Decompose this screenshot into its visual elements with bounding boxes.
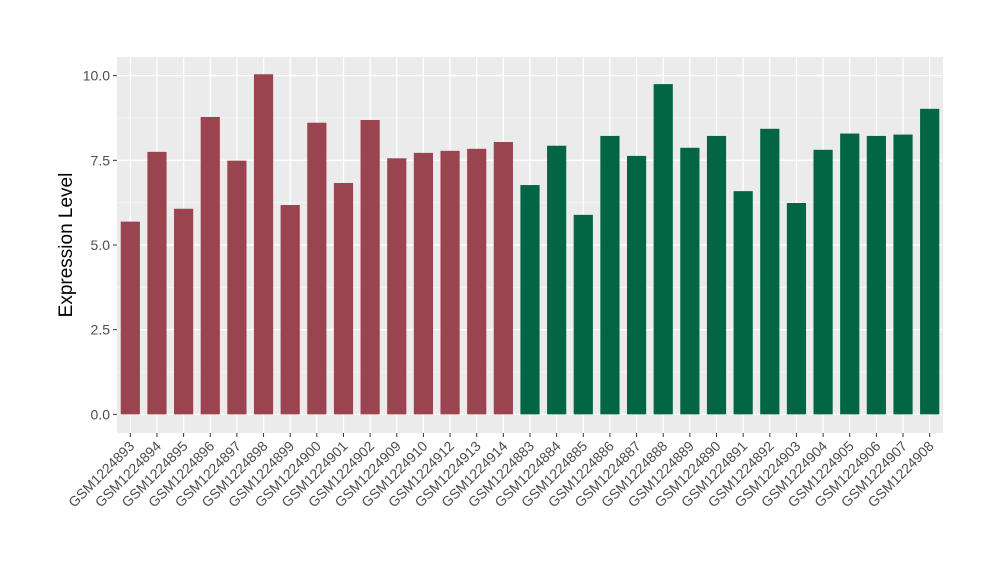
y-tick-label: 7.5 <box>91 152 111 168</box>
x-axis: GSM1224893GSM1224894GSM1224895GSM1224896… <box>65 433 937 510</box>
bar-GSM1224905 <box>840 133 860 415</box>
y-tick-label: 2.5 <box>91 322 111 338</box>
bar-GSM1224907 <box>893 134 913 415</box>
bar-GSM1224912 <box>440 150 460 415</box>
bar-GSM1224902 <box>360 120 380 415</box>
bar-GSM1224891 <box>733 191 753 415</box>
y-axis-label: Expression Level <box>56 173 77 318</box>
y-tick-label: 10.0 <box>83 68 110 84</box>
bar-GSM1224903 <box>786 202 807 415</box>
bars <box>120 74 940 415</box>
bar-GSM1224901 <box>333 183 354 415</box>
bar-GSM1224898 <box>253 74 274 415</box>
bar-GSM1224893 <box>120 221 140 415</box>
bar-GSM1224904 <box>813 149 833 415</box>
bar-GSM1224909 <box>387 158 407 415</box>
bar-GSM1224900 <box>307 122 327 415</box>
bar-GSM1224914 <box>493 142 513 415</box>
y-axis: 0.0 2.5 5.0 7.5 10.0 <box>83 68 117 422</box>
y-tick-label: 5.0 <box>91 237 111 253</box>
bar-GSM1224888 <box>653 84 673 415</box>
bar-GSM1224913 <box>467 148 487 415</box>
bar-GSM1224889 <box>680 147 700 415</box>
bar-GSM1224892 <box>760 128 780 415</box>
bar-GSM1224890 <box>706 135 727 415</box>
bar-GSM1224906 <box>866 135 886 415</box>
bar-GSM1224885 <box>573 214 593 415</box>
bar-GSM1224899 <box>280 205 300 415</box>
bar-GSM1224884 <box>547 145 567 415</box>
y-tick-label: 0.0 <box>91 406 111 422</box>
bar-GSM1224910 <box>413 152 434 415</box>
bar-GSM1224887 <box>626 155 647 415</box>
bar-GSM1224883 <box>520 185 540 415</box>
bar-GSM1224896 <box>200 116 220 415</box>
bar-GSM1224886 <box>600 135 620 415</box>
bar-GSM1224908 <box>920 108 940 415</box>
bar-GSM1224895 <box>174 208 194 415</box>
bar-GSM1224897 <box>227 160 247 415</box>
bar-GSM1224894 <box>147 151 167 415</box>
